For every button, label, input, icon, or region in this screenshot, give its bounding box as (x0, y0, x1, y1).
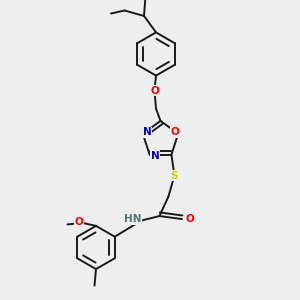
Text: O: O (185, 214, 194, 224)
Text: O: O (150, 85, 159, 96)
Text: O: O (74, 217, 83, 227)
Text: S: S (171, 170, 178, 181)
Text: HN: HN (124, 214, 142, 224)
Text: N: N (143, 127, 152, 137)
Text: O: O (170, 127, 179, 137)
Text: N: N (151, 151, 159, 161)
